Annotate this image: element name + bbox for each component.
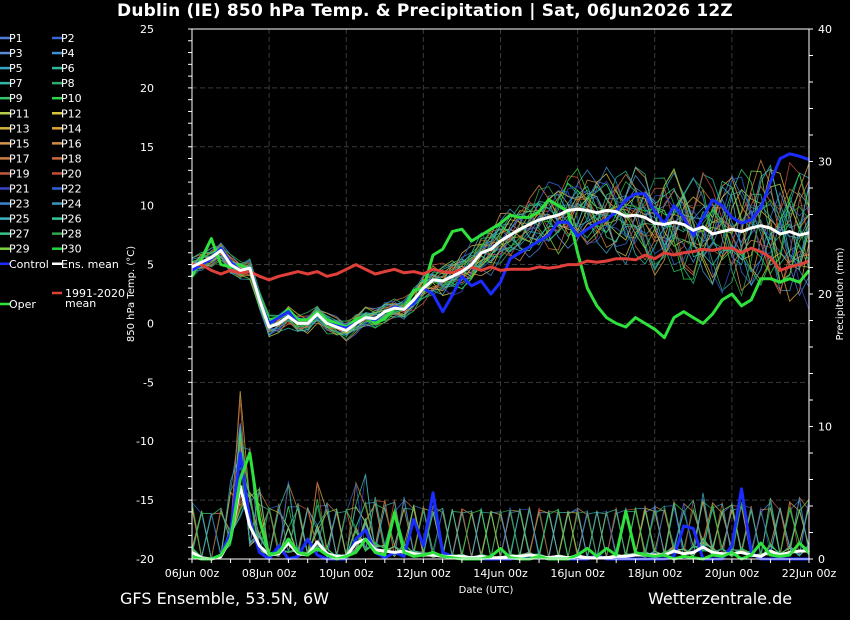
chart-title: Dublin (IE) 850 hPa Temp. & Precipitatio… (117, 1, 733, 21)
y-tick-label: 0 (147, 317, 154, 330)
precip-line-oper (191, 451, 811, 561)
main-lines (190, 152, 811, 561)
x-tick-label: 20Jun 00z (705, 567, 760, 580)
x-tick-label: 08Jun 00z (242, 567, 297, 580)
legend-label-p30: P30 (61, 243, 82, 256)
y-tick-label: -20 (136, 553, 154, 566)
legend-label-control: Control (9, 258, 49, 271)
x-tick-label: 18Jun 00z (628, 567, 683, 580)
member-temp-line-P30 (191, 167, 810, 329)
x-tick-label: 10Jun 00z (319, 567, 374, 580)
legend-label-p13: P13 (9, 122, 30, 135)
temp-line-ens-mean (191, 207, 810, 332)
legend-label-p14: P14 (61, 122, 82, 135)
legend-label-p22: P22 (61, 183, 82, 196)
legend-label-p24: P24 (61, 198, 82, 211)
y-tick-label: 25 (140, 23, 154, 36)
legend-label-oper: Oper (9, 298, 36, 311)
y-right-tick-label: 20 (818, 288, 832, 301)
temp-line-1991-2020-mean (192, 246, 810, 282)
legend-label-p16: P16 (61, 137, 82, 150)
legend-label-p4: P4 (61, 47, 75, 60)
x-tick-label: 06Jun 00z (165, 567, 220, 580)
legend-label-p25: P25 (9, 213, 30, 226)
legend-label-p12: P12 (61, 107, 82, 120)
y-right-tick-label: 30 (818, 156, 832, 169)
y-tick-label: -10 (136, 435, 154, 448)
legend-label-p1: P1 (9, 32, 23, 45)
x-tick-label: 22Jun 00z (782, 567, 837, 580)
legend-label-p8: P8 (61, 77, 75, 90)
legend-label-p7: P7 (9, 77, 23, 90)
y-tick-label: -15 (136, 494, 154, 507)
legend-label-p23: P23 (9, 198, 30, 211)
legend-label-ens-mean: Ens. mean (61, 258, 119, 271)
member-temp-line-P27 (191, 180, 810, 332)
legend-label-p28: P28 (61, 228, 82, 241)
legend-label-p21: P21 (9, 183, 30, 196)
y-right-tick-label: 0 (818, 553, 825, 566)
y-axis-label-right: Precipitation (mm) (835, 247, 846, 340)
legend-label-p26: P26 (61, 213, 82, 226)
x-tick-label: 12Jun 00z (396, 567, 451, 580)
legend-label-p20: P20 (61, 167, 82, 180)
y-right-tick-label: 40 (818, 23, 832, 36)
legend-label-p27: P27 (9, 228, 30, 241)
x-axis-label: Date (UTC) (459, 585, 514, 596)
legend-label-1991-2020-mean: mean (65, 297, 96, 310)
legend-label-1991-2020-mean: 1991-2020 (65, 287, 125, 300)
legend-label-p19: P19 (9, 167, 30, 180)
x-tick-label: 16Jun 00z (550, 567, 605, 580)
legend-label-p18: P18 (61, 152, 82, 165)
y-tick-label: 5 (147, 259, 154, 272)
legend-label-p9: P9 (9, 92, 23, 105)
member-temp-line-P28 (191, 180, 810, 341)
y-right-tick-label: 10 (818, 421, 832, 434)
legend: P1 P2 P3 P4 P5 P6 P7 P8 P9 P10 P11 P12 P13 P14 P15 P16 P… (0, 32, 125, 311)
y-axis-label-left: 850 hPa Temp. (°C) (126, 246, 137, 342)
legend-label-p17: P17 (9, 152, 30, 165)
legend-label-p29: P29 (9, 243, 30, 256)
legend-label-p11: P11 (9, 107, 30, 120)
x-tick-label: 14Jun 00z (473, 567, 528, 580)
y-tick-label: -5 (143, 376, 154, 389)
axes: 25 20 15 10 5 0 -5 -10 -15 -20 40 30 20 10 0 06Jun 00z 0… (136, 23, 836, 580)
y-tick-label: 15 (140, 141, 154, 154)
member-temp-line-P7 (191, 173, 810, 333)
footer-brand[interactable]: Wetterzentrale.de (648, 589, 793, 608)
temp-line-oper (190, 198, 811, 340)
legend-label-p3: P3 (9, 47, 23, 60)
legend-label-p5: P5 (9, 62, 23, 75)
legend-label-p10: P10 (61, 92, 82, 105)
legend-label-p2: P2 (61, 32, 75, 45)
y-tick-label: 20 (140, 82, 154, 95)
legend-label-p15: P15 (9, 137, 30, 150)
legend-label-p6: P6 (61, 62, 75, 75)
footer-model-info: GFS Ensemble, 53.5N, 6W (120, 589, 329, 608)
grid (192, 28, 809, 560)
y-tick-label: 10 (140, 200, 154, 213)
